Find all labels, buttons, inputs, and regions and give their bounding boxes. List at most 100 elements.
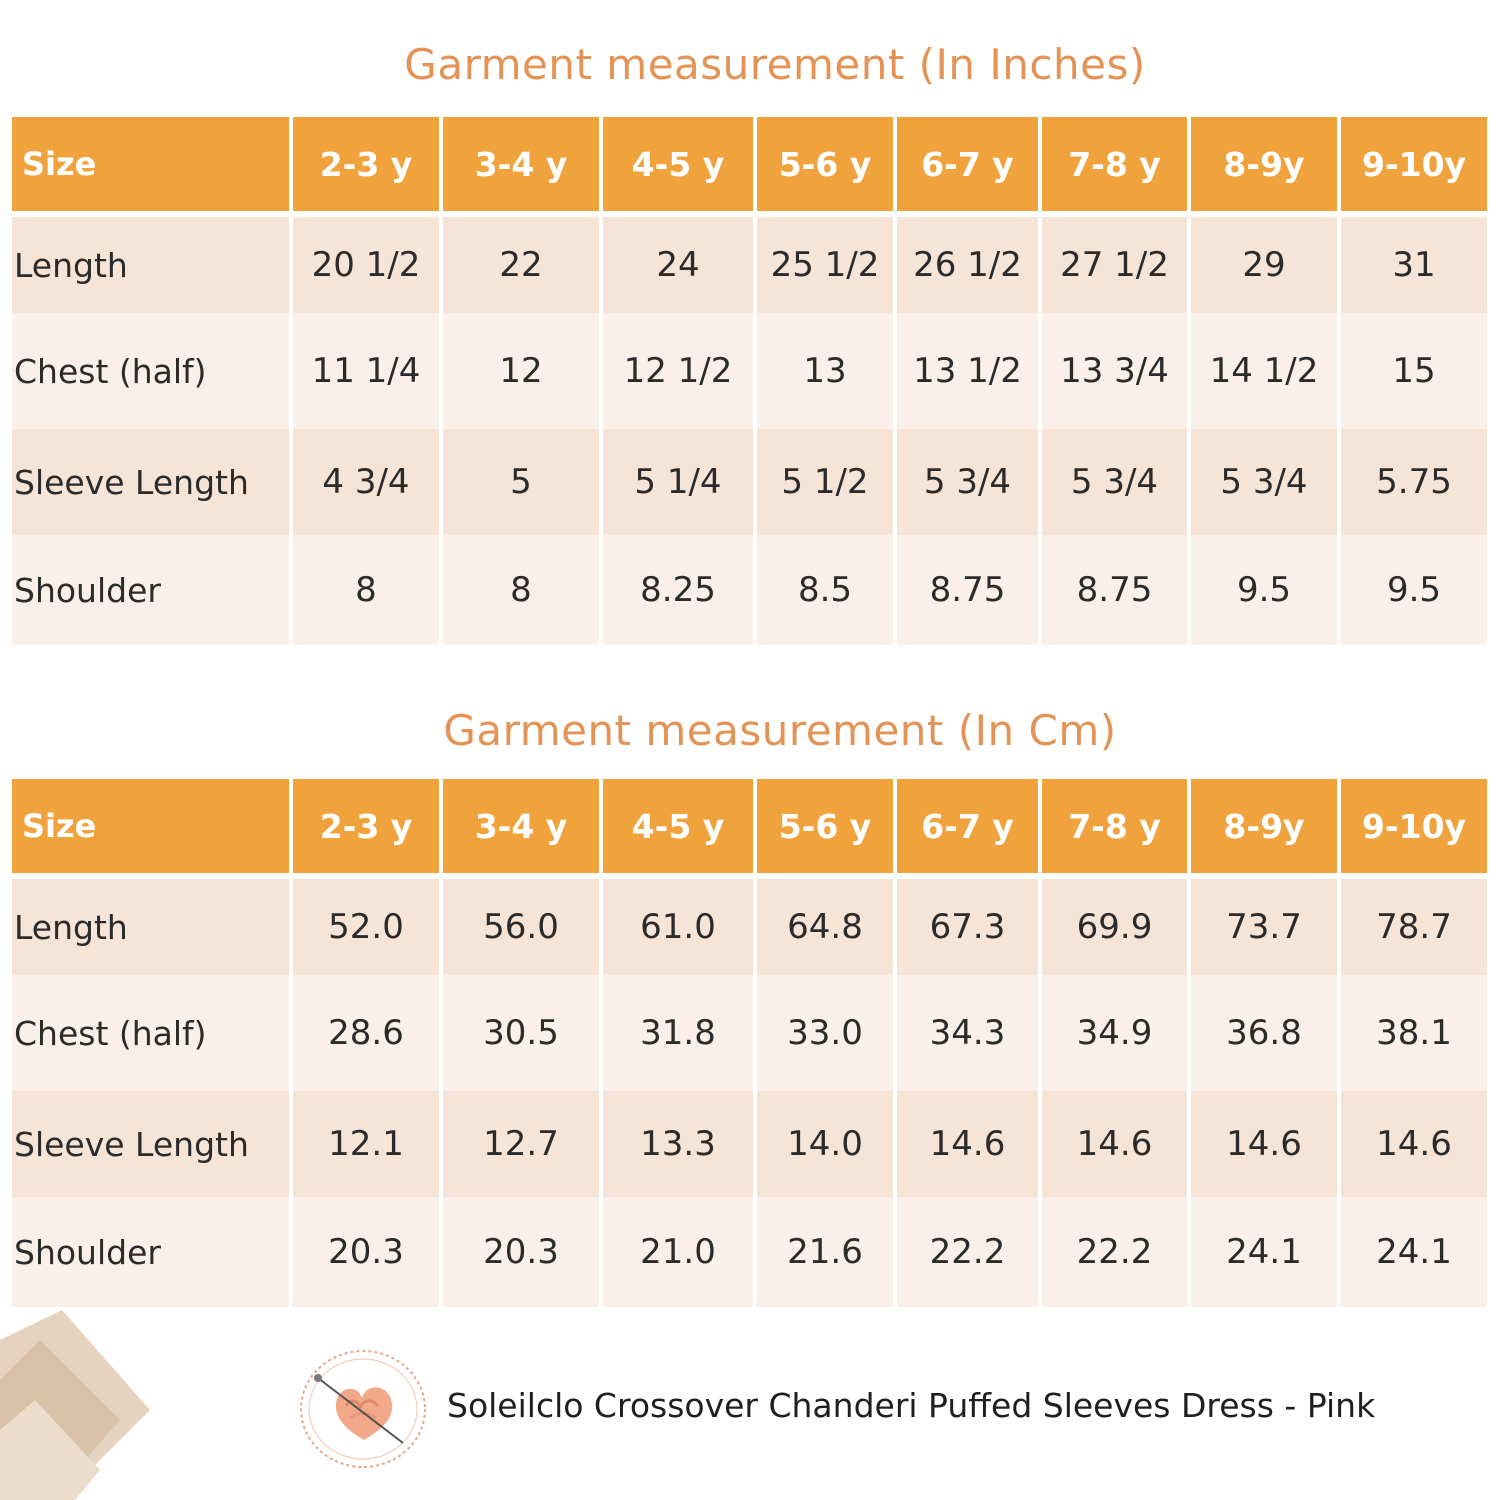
table-cell: 13.3 xyxy=(603,1091,757,1197)
table-cell: 67.3 xyxy=(897,879,1042,975)
table-row: Shoulder 20.3 20.3 21.0 21.6 22.2 22.2 2… xyxy=(12,1197,1487,1307)
table-row: Shoulder 8 8 8.25 8.5 8.75 8.75 9.5 9.5 xyxy=(12,535,1487,645)
table-row: Chest (half) 28.6 30.5 31.8 33.0 34.3 34… xyxy=(12,975,1487,1091)
table-cell: 15 xyxy=(1341,313,1487,429)
table-cell: 21.6 xyxy=(757,1197,897,1307)
table-cell: 14 1/2 xyxy=(1191,313,1341,429)
row-label: Shoulder xyxy=(12,535,293,645)
table-cell: 69.9 xyxy=(1042,879,1191,975)
table-row: Sleeve Length 12.1 12.7 13.3 14.0 14.6 1… xyxy=(12,1091,1487,1197)
table-row: Length 52.0 56.0 61.0 64.8 67.3 69.9 73.… xyxy=(12,879,1487,975)
table-cell: 24.1 xyxy=(1341,1197,1487,1307)
table-cell: 26 1/2 xyxy=(897,217,1042,313)
table-cell: 14.0 xyxy=(757,1091,897,1197)
table-cell: 5 1/2 xyxy=(757,429,897,535)
size-header-cell: 8-9y xyxy=(1191,779,1341,879)
size-header-cell: 9-10y xyxy=(1341,117,1487,217)
size-header-cell: 5-6 y xyxy=(757,779,897,879)
table-cell: 28.6 xyxy=(293,975,443,1091)
table-cell: 14.6 xyxy=(897,1091,1042,1197)
table-cell: 78.7 xyxy=(1341,879,1487,975)
size-header-cell: 5-6 y xyxy=(757,117,897,217)
table-cell: 64.8 xyxy=(757,879,897,975)
table-cell: 5.75 xyxy=(1341,429,1487,535)
table-cell: 14.6 xyxy=(1042,1091,1191,1197)
size-header-cell: 4-5 y xyxy=(603,117,757,217)
size-header-cell: 6-7 y xyxy=(897,117,1042,217)
table-cell: 27 1/2 xyxy=(1042,217,1191,313)
row-label: Shoulder xyxy=(12,1197,293,1307)
size-chart-inches: Size 2-3 y 3-4 y 4-5 y 5-6 y 6-7 y 7-8 y… xyxy=(12,117,1487,645)
table-cell: 12.7 xyxy=(443,1091,603,1197)
page-title-inches: Garment measurement (In Inches) xyxy=(404,40,1146,89)
table-cell: 31 xyxy=(1341,217,1487,313)
table-cell: 8.75 xyxy=(1042,535,1191,645)
table-cell: 13 1/2 xyxy=(897,313,1042,429)
table-cell: 22 xyxy=(443,217,603,313)
size-header-cell: 4-5 y xyxy=(603,779,757,879)
size-header-cell: 7-8 y xyxy=(1042,117,1191,217)
table-cell: 14.6 xyxy=(1341,1091,1487,1197)
table-cell: 5 3/4 xyxy=(1191,429,1341,535)
table-cell: 12.1 xyxy=(293,1091,443,1197)
table-cell: 24 xyxy=(603,217,757,313)
table-cell: 8.25 xyxy=(603,535,757,645)
size-header-cell: 7-8 y xyxy=(1042,779,1191,879)
table-cell: 20.3 xyxy=(443,1197,603,1307)
table-cell: 29 xyxy=(1191,217,1341,313)
table-cell: 4 3/4 xyxy=(293,429,443,535)
table-cell: 25 1/2 xyxy=(757,217,897,313)
table-cell: 52.0 xyxy=(293,879,443,975)
table-cell: 11 1/4 xyxy=(293,313,443,429)
size-header-cell: 2-3 y xyxy=(293,779,443,879)
table-cell: 30.5 xyxy=(443,975,603,1091)
table-cell: 14.6 xyxy=(1191,1091,1341,1197)
header-row: Size 2-3 y 3-4 y 4-5 y 5-6 y 6-7 y 7-8 y… xyxy=(12,117,1487,217)
table-cell: 36.8 xyxy=(1191,975,1341,1091)
table-cell: 34.9 xyxy=(1042,975,1191,1091)
row-label: Sleeve Length xyxy=(12,1091,293,1197)
size-header-cell: 2-3 y xyxy=(293,117,443,217)
row-label: Length xyxy=(12,879,293,975)
brand-logo-icon xyxy=(300,1350,426,1468)
table-cell: 13 xyxy=(757,313,897,429)
table-cell: 12 1/2 xyxy=(603,313,757,429)
size-header-cell: 9-10y xyxy=(1341,779,1487,879)
table-cell: 5 3/4 xyxy=(897,429,1042,535)
table-cell: 8.75 xyxy=(897,535,1042,645)
corner-diamond-decoration-icon xyxy=(0,1310,150,1500)
table-cell: 33.0 xyxy=(757,975,897,1091)
table-cell: 22.2 xyxy=(897,1197,1042,1307)
size-header-cell: 3-4 y xyxy=(443,117,603,217)
table-cell: 8 xyxy=(443,535,603,645)
table-cell: 20 1/2 xyxy=(293,217,443,313)
table-cell: 8 xyxy=(293,535,443,645)
size-column-header: Size xyxy=(12,117,293,217)
size-column-header: Size xyxy=(12,779,293,879)
table-cell: 20.3 xyxy=(293,1197,443,1307)
size-header-cell: 3-4 y xyxy=(443,779,603,879)
table-cell: 5 3/4 xyxy=(1042,429,1191,535)
table-cell: 34.3 xyxy=(897,975,1042,1091)
table-cell: 21.0 xyxy=(603,1197,757,1307)
table-cell: 12 xyxy=(443,313,603,429)
header-row: Size 2-3 y 3-4 y 4-5 y 5-6 y 6-7 y 7-8 y… xyxy=(12,779,1487,879)
row-label: Chest (half) xyxy=(12,975,293,1091)
table-cell: 38.1 xyxy=(1341,975,1487,1091)
row-label: Length xyxy=(12,217,293,313)
table-row: Chest (half) 11 1/4 12 12 1/2 13 13 1/2 … xyxy=(12,313,1487,429)
table-cell: 61.0 xyxy=(603,879,757,975)
table-cell: 31.8 xyxy=(603,975,757,1091)
table-row: Length 20 1/2 22 24 25 1/2 26 1/2 27 1/2… xyxy=(12,217,1487,313)
table-cell: 24.1 xyxy=(1191,1197,1341,1307)
size-header-cell: 8-9y xyxy=(1191,117,1341,217)
table-cell: 5 xyxy=(443,429,603,535)
table-cell: 13 3/4 xyxy=(1042,313,1191,429)
product-name: Soleilclo Crossover Chanderi Puffed Slee… xyxy=(447,1386,1376,1425)
table-cell: 73.7 xyxy=(1191,879,1341,975)
table-cell: 56.0 xyxy=(443,879,603,975)
table-cell: 22.2 xyxy=(1042,1197,1191,1307)
table-cell: 9.5 xyxy=(1341,535,1487,645)
table-cell: 5 1/4 xyxy=(603,429,757,535)
row-label: Sleeve Length xyxy=(12,429,293,535)
